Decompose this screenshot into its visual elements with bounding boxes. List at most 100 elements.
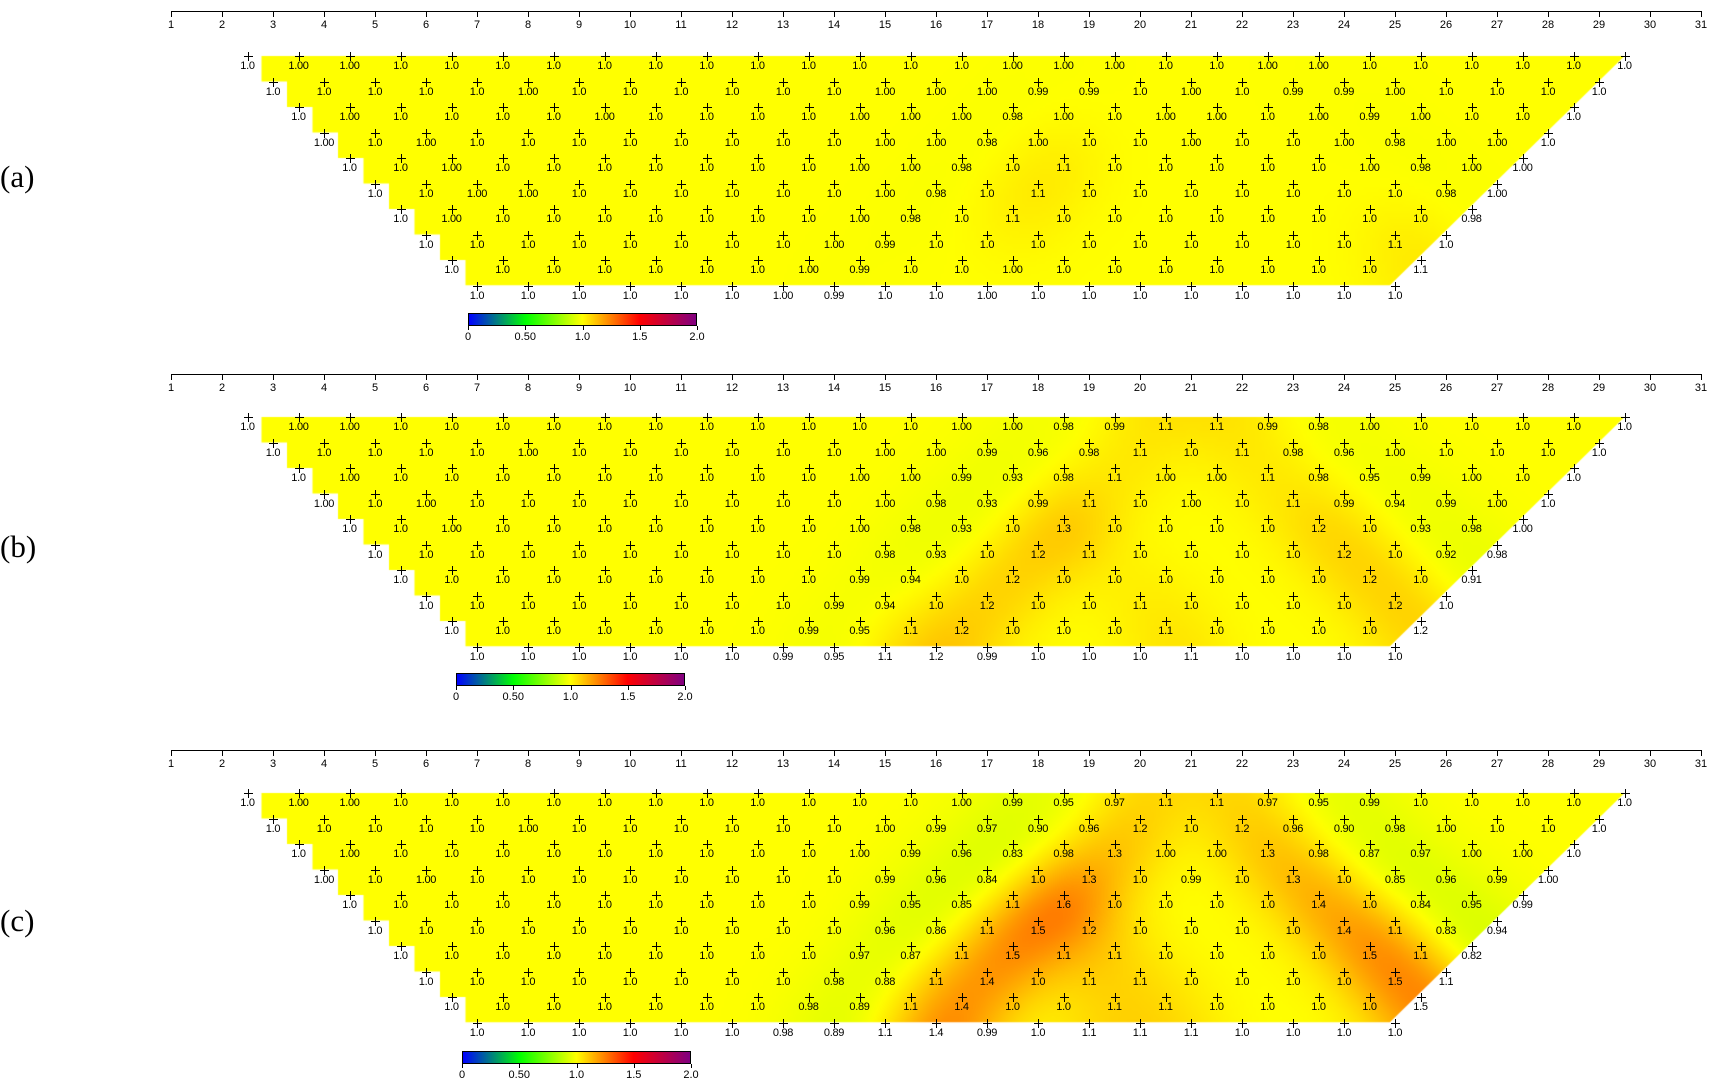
data-value-label: 1.00	[517, 446, 539, 459]
data-point-marker	[1267, 154, 1269, 163]
data-point-marker	[604, 789, 606, 798]
x-axis-tick-label: 8	[524, 19, 532, 31]
data-point-marker	[834, 865, 835, 875]
data-value-label: 1.0	[622, 873, 638, 886]
data-value-label: 1.0	[1209, 60, 1224, 72]
data-value-label: 1.0	[699, 625, 714, 637]
data-value-label: 0.99	[951, 472, 972, 484]
x-axis-tick	[324, 374, 325, 380]
data-value-label: 1.0	[877, 289, 893, 302]
data-point-marker	[681, 591, 682, 601]
data-point-marker	[1089, 128, 1090, 138]
data-point-marker	[1420, 413, 1422, 422]
data-point-marker	[1573, 464, 1575, 473]
data-value-label: 1.0	[1311, 213, 1326, 225]
data-point-marker	[910, 891, 912, 900]
data-value-label: 0.98	[772, 1026, 794, 1039]
data-point-marker	[1063, 515, 1065, 524]
data-value-label: 1.00	[1461, 848, 1482, 860]
data-value-label: 1.0	[724, 924, 740, 937]
data-point-marker	[655, 891, 657, 900]
data-point-marker	[1242, 967, 1243, 977]
data-point-marker	[1140, 916, 1141, 926]
data-value-label: 1.0	[469, 975, 485, 988]
data-point-marker	[1242, 128, 1243, 138]
data-point-marker	[961, 256, 963, 265]
data-point-marker	[375, 489, 376, 499]
data-point-marker	[451, 891, 453, 900]
data-point-marker	[1242, 865, 1243, 875]
data-point-marker	[451, 205, 453, 214]
data-point-marker	[630, 967, 631, 977]
data-point-marker	[1548, 438, 1549, 448]
colorbar-tick	[513, 686, 515, 690]
data-value-label: 0.96	[1435, 873, 1457, 886]
data-value-label: 1.0	[1030, 238, 1046, 251]
data-point-marker	[1012, 154, 1014, 163]
data-value-label: 1.0	[648, 421, 663, 433]
data-point-marker	[1063, 103, 1065, 112]
data-value-label: 0.98	[1053, 848, 1074, 860]
data-point-marker	[1114, 205, 1116, 214]
data-value-label: 1.0	[1183, 187, 1199, 200]
data-value-label: 0.95	[1308, 797, 1329, 809]
data-value-label: 1.00	[925, 446, 947, 459]
x-axis-tick-label: 5	[371, 382, 379, 394]
data-point-marker	[1369, 789, 1371, 798]
data-point-marker	[757, 154, 759, 163]
data-point-marker	[1216, 515, 1218, 524]
data-point-marker	[987, 540, 988, 550]
data-point-marker	[1420, 205, 1422, 214]
data-value-label: 1.0	[1591, 85, 1607, 98]
data-value-label: 1.0	[546, 625, 561, 637]
data-value-label: 1.0	[1030, 1026, 1046, 1039]
data-value-label: 1.00	[1384, 446, 1406, 459]
data-point-marker	[732, 591, 733, 601]
data-point-marker	[528, 814, 529, 824]
data-point-marker	[1318, 464, 1320, 473]
data-value-label: 1.1	[1005, 899, 1020, 911]
data-value-label: 1.0	[1081, 136, 1097, 149]
data-value-label: 1.1	[1158, 421, 1173, 433]
x-axis-tick	[987, 374, 988, 380]
data-point-marker	[502, 256, 504, 265]
data-value-label: 1.0	[750, 625, 765, 637]
data-value-label: 1.0	[291, 848, 306, 860]
x-axis-tick	[1548, 11, 1549, 17]
data-point-marker	[1216, 413, 1218, 422]
data-value-label: 1.0	[1413, 60, 1428, 72]
data-point-marker	[834, 77, 835, 87]
x-axis-tick-label: 23	[1286, 19, 1300, 31]
data-value-label: 1.0	[648, 523, 663, 535]
x-axis-tick-label: 5	[371, 758, 379, 770]
x-axis-tick	[834, 750, 835, 756]
data-point-marker	[1089, 230, 1090, 240]
data-value-label: 0.99	[1104, 421, 1125, 433]
data-value-label: 1.0	[393, 421, 408, 433]
x-axis-tick-label: 18	[1031, 382, 1045, 394]
data-point-marker	[1293, 281, 1294, 291]
data-point-marker	[1140, 179, 1141, 189]
data-value-label: 1.00	[1486, 187, 1508, 200]
x-axis-tick	[1191, 374, 1192, 380]
data-value-label: 1.00	[1027, 136, 1049, 149]
data-point-marker	[1573, 103, 1575, 112]
data-value-label: 1.1	[979, 924, 995, 937]
x-axis-tick-label: 24	[1337, 382, 1351, 394]
data-point-marker	[783, 814, 784, 824]
data-value-label: 1.4	[954, 1001, 969, 1013]
data-value-label: 1.00	[1512, 848, 1533, 860]
data-value-label: 1.0	[1158, 60, 1173, 72]
data-point-marker	[834, 642, 835, 652]
data-value-label: 1.0	[546, 111, 561, 123]
data-point-marker	[1344, 230, 1345, 240]
data-value-label: 0.97	[1257, 797, 1278, 809]
data-point-marker	[1369, 942, 1371, 951]
data-value-label: 1.0	[1515, 472, 1530, 484]
data-value-label: 0.87	[900, 950, 921, 962]
data-point-marker	[681, 1018, 682, 1028]
data-value-label: 1.0	[1209, 899, 1224, 911]
data-point-marker	[553, 52, 555, 61]
x-axis-tick-label: 7	[473, 19, 481, 31]
data-point-marker	[987, 230, 988, 240]
